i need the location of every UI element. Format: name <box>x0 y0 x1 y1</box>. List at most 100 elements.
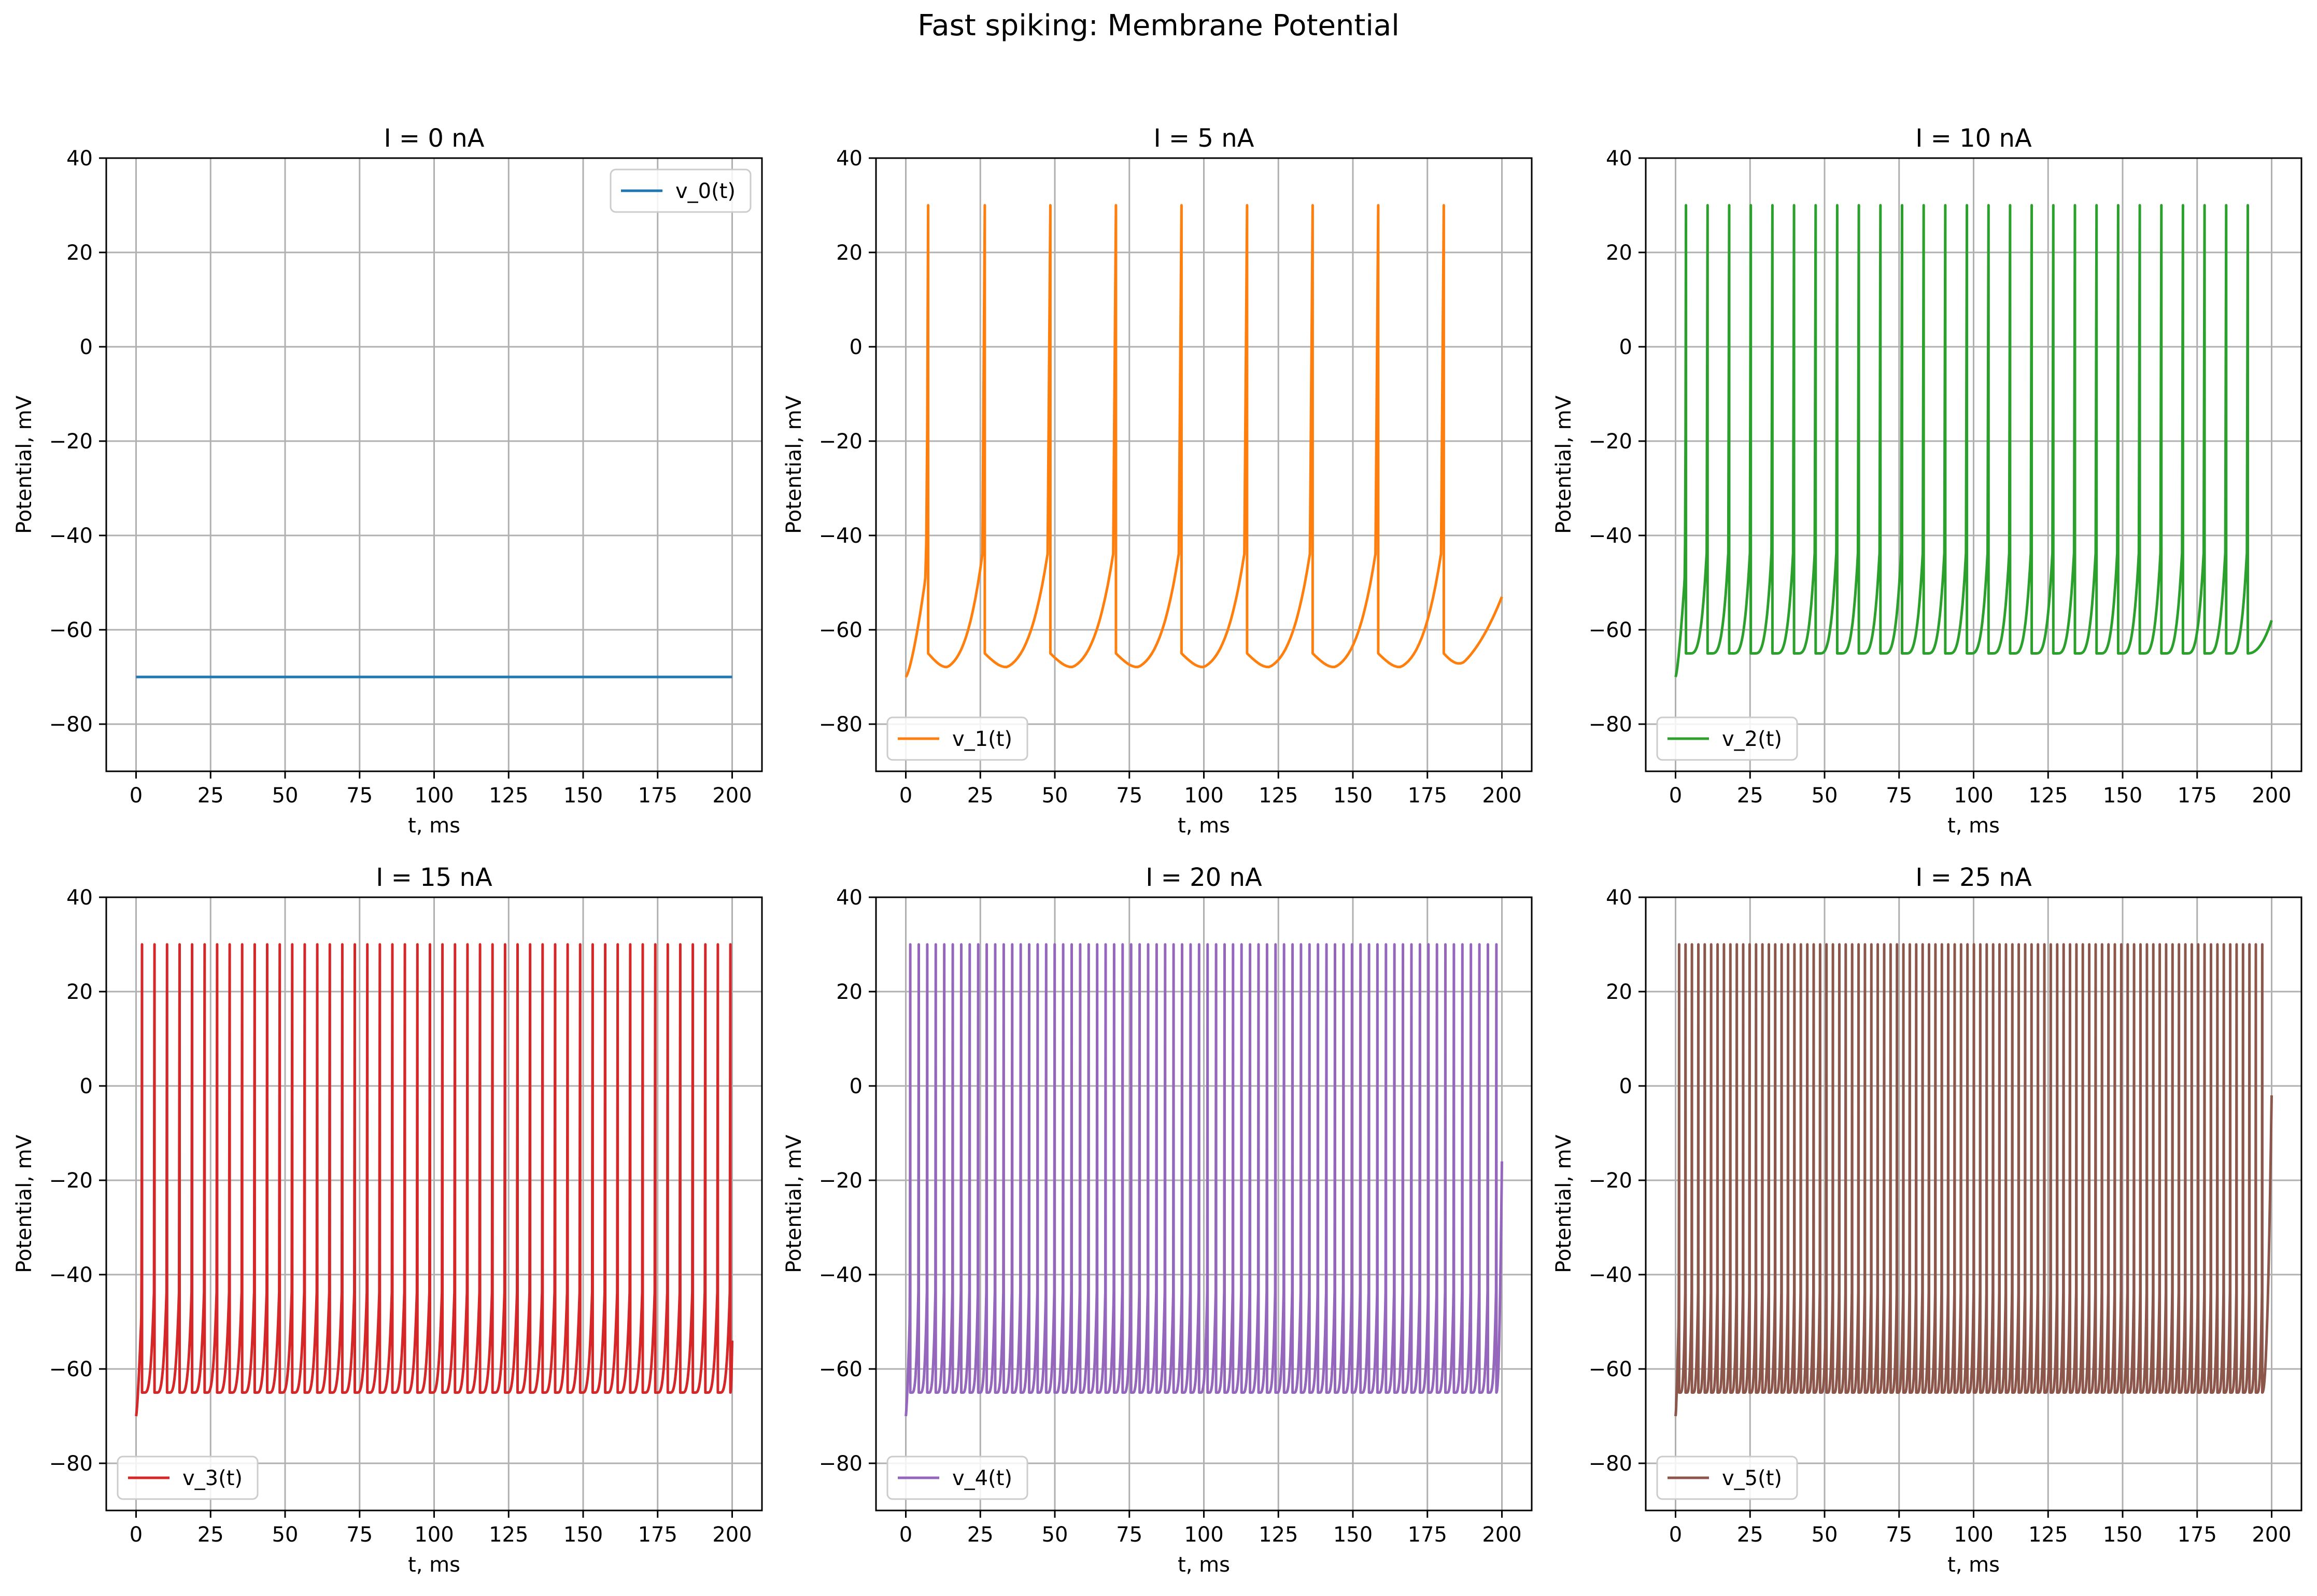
panel-3-legend: v_3(t) <box>117 1456 259 1500</box>
panel-2: 0 25 50 75 100 125 150 175 200 −80 −60 −40 −20 0 20 40 I… <box>1552 124 2302 838</box>
panel-1-xtick-label-8: 200 <box>1482 784 1521 808</box>
panel-4-xtick-label-2: 50 <box>1042 1523 1068 1547</box>
panel-3-ytick-label-3: −20 <box>49 1169 93 1193</box>
panel-5-ytick-label-0: −80 <box>1589 1452 1632 1476</box>
panel-1-ytick-label-2: −40 <box>819 524 863 548</box>
panel-2-ytick-label-3: −20 <box>1589 430 1632 454</box>
panel-1-xlabel: t, ms <box>1178 814 1230 838</box>
panel-3-legend-box <box>117 1456 259 1500</box>
panel-1-legend-label: v_1(t) <box>952 727 1012 751</box>
panel-4-legend: v_4(t) <box>886 1456 1028 1500</box>
panel-5-ytick-label-3: −20 <box>1589 1169 1632 1193</box>
panel-2-ytick-label-1: −60 <box>1589 618 1632 642</box>
panel-0-ytick-label-1: −60 <box>49 618 93 642</box>
panel-5-ytick-label-5: 20 <box>1606 980 1632 1004</box>
panel-1-legend: v_1(t) <box>886 716 1028 761</box>
panel-2-ytick-label-2: −40 <box>1589 524 1632 548</box>
panel-5-xtick-label-3: 75 <box>1886 1523 1912 1547</box>
panel-0-xtick-label-8: 200 <box>712 784 752 808</box>
panel-0-ytick-label-6: 40 <box>66 147 93 171</box>
panel-5-legend: v_5(t) <box>1656 1456 1798 1500</box>
panel-1-title: I = 5 nA <box>1154 124 1254 153</box>
panel-4-xlabel: t, ms <box>1178 1553 1230 1577</box>
panel-5-legend-box <box>1656 1456 1798 1500</box>
panel-1-legend-box <box>886 716 1028 761</box>
panel-5-xtick-label-8: 200 <box>2252 1523 2291 1547</box>
panel-4-xtick-label-8: 200 <box>1482 1523 1521 1547</box>
panel-4-xtick-label-7: 175 <box>1408 1523 1447 1547</box>
panel-2-ylabel: Potential, mV <box>1552 395 1576 534</box>
panel-2-ytick-label-5: 20 <box>1606 241 1632 265</box>
panel-3-xtick-label-2: 50 <box>272 1523 299 1547</box>
panel-4-ytick-label-0: −80 <box>819 1452 863 1476</box>
figure-suptitle: Fast spiking: Membrane Potential <box>917 9 1400 43</box>
panel-0-title: I = 0 nA <box>384 124 485 153</box>
panel-4-legend-label: v_4(t) <box>952 1466 1012 1490</box>
panel-4-series-line-0 <box>905 943 1503 1417</box>
panel-0-xtick-label-6: 150 <box>563 784 603 808</box>
panel-0-ytick-label-5: 20 <box>66 241 93 265</box>
panel-1-xtick-label-5: 125 <box>1259 784 1298 808</box>
panel-1-xtick-label-4: 100 <box>1184 784 1223 808</box>
panel-4-xtick-label-6: 150 <box>1333 1523 1373 1547</box>
panel-5-xtick-label-4: 100 <box>1954 1523 1993 1547</box>
panel-2-xtick-label-3: 75 <box>1886 784 1912 808</box>
panel-0-xtick-label-4: 100 <box>414 784 454 808</box>
panel-4-ytick-label-4: 0 <box>850 1075 863 1098</box>
panel-3-ytick-label-0: −80 <box>49 1452 93 1476</box>
panel-4-title: I = 20 nA <box>1146 863 1262 892</box>
panel-5-ylabel: Potential, mV <box>1552 1134 1576 1273</box>
panel-2-xtick-label-4: 100 <box>1954 784 1993 808</box>
panel-3-legend-label: v_3(t) <box>182 1466 243 1490</box>
panel-1-xtick-label-3: 75 <box>1116 784 1142 808</box>
panel-3-xtick-label-4: 100 <box>414 1523 454 1547</box>
panel-5-series-line-0 <box>1674 943 2273 1417</box>
panel-0-ylabel: Potential, mV <box>12 395 36 534</box>
panel-1-ytick-label-5: 20 <box>836 241 863 265</box>
panel-3-xtick-label-6: 150 <box>563 1523 603 1547</box>
panel-5-xtick-label-1: 25 <box>1737 1523 1763 1547</box>
panel-4-ytick-label-6: 40 <box>836 886 863 910</box>
panel-2-xtick-label-1: 25 <box>1737 784 1763 808</box>
panel-3-ytick-label-6: 40 <box>66 886 93 910</box>
panel-0-xtick-label-0: 0 <box>130 784 143 808</box>
panel-4: 0 25 50 75 100 125 150 175 200 −80 −60 −40 −20 0 20 40 I… <box>782 863 1533 1577</box>
panel-4-ytick-label-2: −40 <box>819 1263 863 1287</box>
panel-1-xtick-label-2: 50 <box>1042 784 1068 808</box>
panel-4-legend-box <box>886 1456 1028 1500</box>
panel-0-ytick-label-0: −80 <box>49 713 93 737</box>
panel-5-xtick-label-0: 0 <box>1669 1523 1682 1547</box>
panel-4-xtick-label-5: 125 <box>1259 1523 1298 1547</box>
panel-1-series-line-0 <box>905 204 1503 678</box>
panel-1-ytick-label-3: −20 <box>819 430 863 454</box>
panel-1-ytick-label-6: 40 <box>836 147 863 171</box>
panel-5-title: I = 25 nA <box>1915 863 2032 892</box>
panel-5-ytick-label-1: −60 <box>1589 1358 1632 1381</box>
panel-3-title: I = 15 nA <box>376 863 492 892</box>
panel-4-xtick-label-1: 25 <box>967 1523 994 1547</box>
panel-5-ytick-label-4: 0 <box>1619 1075 1632 1098</box>
panel-0-legend-label: v_0(t) <box>675 179 736 203</box>
panel-0: 0 25 50 75 100 125 150 175 200 −80 −60 −40 −20 0 20 40 I… <box>12 124 763 838</box>
panel-0-xtick-label-2: 50 <box>272 784 299 808</box>
panel-2-xlabel: t, ms <box>1947 814 2000 838</box>
panel-5-ytick-label-2: −40 <box>1589 1263 1632 1287</box>
panel-0-xtick-label-5: 125 <box>489 784 528 808</box>
panel-5-xtick-label-2: 50 <box>1812 1523 1838 1547</box>
panel-3-ytick-label-2: −40 <box>49 1263 93 1287</box>
panel-0-ytick-label-4: 0 <box>80 335 93 359</box>
panel-2-ytick-label-0: −80 <box>1589 713 1632 737</box>
panel-2-xtick-label-2: 50 <box>1812 784 1838 808</box>
panel-2-ytick-label-6: 40 <box>1606 147 1632 171</box>
panel-2-xtick-label-7: 175 <box>2178 784 2217 808</box>
panel-4-xtick-label-4: 100 <box>1184 1523 1223 1547</box>
panel-1-ylabel: Potential, mV <box>782 395 806 534</box>
panel-3-xtick-label-7: 175 <box>638 1523 677 1547</box>
panel-0-xtick-label-3: 75 <box>346 784 373 808</box>
panel-0-legend-box <box>610 168 752 213</box>
panel-0-ytick-label-3: −20 <box>49 430 93 454</box>
panel-3-series-line-0 <box>135 943 733 1417</box>
panel-2-title: I = 10 nA <box>1915 124 2032 153</box>
panel-0-ytick-label-2: −40 <box>49 524 93 548</box>
